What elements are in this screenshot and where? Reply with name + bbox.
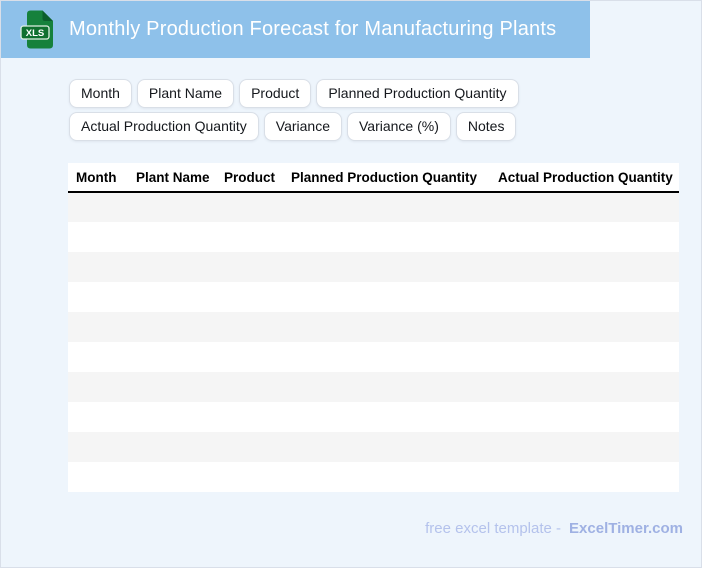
table-header-row: Month Plant Name Product Planned Production…: [68, 163, 679, 193]
table-cell: [68, 342, 679, 372]
column-chip[interactable]: Actual Production Quantity: [69, 112, 259, 141]
table-cell: [68, 192, 679, 222]
table-row: [68, 192, 679, 222]
file-label-text: XLS: [26, 27, 44, 38]
column-chip[interactable]: Month: [69, 79, 132, 108]
table-row: [68, 312, 679, 342]
footer: free excel template - ExcelTimer.com: [425, 520, 683, 537]
column-chip[interactable]: Variance (%): [346, 112, 451, 141]
table-header-cell: Planned Production Quantity: [283, 163, 490, 193]
table-cell: [68, 402, 679, 432]
table-cell: [68, 282, 679, 312]
forecast-table-container: Month Plant Name Product Planned Production…: [68, 163, 679, 492]
footer-tagline: free excel template -: [425, 520, 562, 537]
file-label-band: [20, 24, 50, 40]
forecast-table: Month Plant Name Product Planned Production…: [68, 163, 679, 492]
app-header: XLS Monthly Production Forecast for Manu…: [1, 1, 590, 58]
table-row: [68, 342, 679, 372]
column-chip[interactable]: Planned Production Quantity: [316, 79, 519, 108]
table-header-cell: Product: [216, 163, 283, 193]
table-cell: [68, 312, 679, 342]
table-header: Month Plant Name Product Planned Production…: [68, 163, 679, 193]
table-row: [68, 462, 679, 492]
table-cell: [68, 222, 679, 252]
table-row: [68, 402, 679, 432]
table-row: [68, 252, 679, 282]
page-title: Monthly Production Forecast for Manufact…: [69, 18, 557, 40]
table-header-cell: Actual Production Quantity: [490, 163, 679, 193]
table-cell: [68, 252, 679, 282]
xls-file-icon: XLS: [20, 10, 53, 48]
table-header-cell: Plant Name: [128, 163, 216, 193]
column-chip-list: Month Plant Name Product Planned Production…: [69, 79, 629, 145]
table-row: [68, 432, 679, 462]
table-row: [68, 282, 679, 312]
file-fold: [42, 10, 53, 21]
table-body: [68, 192, 679, 492]
column-chip[interactable]: Variance: [263, 112, 342, 141]
table-header-cell: Month: [68, 163, 128, 193]
column-chip[interactable]: Product: [239, 79, 312, 108]
column-chip[interactable]: Notes: [455, 112, 517, 141]
table-row: [68, 372, 679, 402]
table-cell: [68, 372, 679, 402]
table-cell: [68, 432, 679, 462]
column-chip[interactable]: Plant Name: [136, 79, 235, 108]
footer-brand-link[interactable]: ExcelTimer.com: [569, 520, 683, 537]
table-row: [68, 222, 679, 252]
table-cell: [68, 462, 679, 492]
